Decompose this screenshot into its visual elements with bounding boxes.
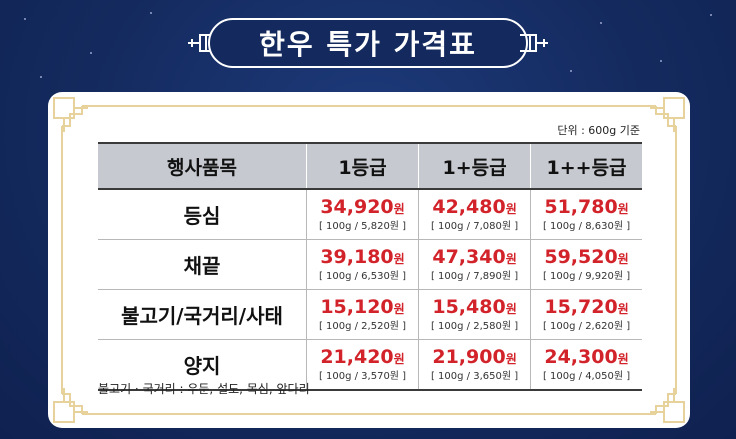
title-box: 한우 특가 가격표 — [208, 18, 528, 68]
lattice-ornament-icon — [520, 34, 548, 52]
price-per-100g: [ 100g / 4,050원 ] — [542, 370, 631, 382]
price-value: 24,300 — [544, 345, 618, 368]
page-title: 한우 특가 가격표 — [259, 28, 477, 61]
price-table: 행사품목 1등급 1+등급 1++등급 등심 34,920원[ 100g / 5… — [98, 142, 642, 391]
price-cell: 15,480원 [ 100g / 2,580원 ] — [418, 289, 531, 340]
table-header-row: 행사품목 1등급 1+등급 1++등급 — [98, 142, 642, 190]
star-decoration — [90, 52, 92, 54]
footnote: 불고기 · 국거리 : 우둔, 설도, 목심, 앞다리 — [98, 382, 310, 396]
won-unit: 원 — [505, 251, 517, 266]
price-value: 15,480 — [432, 295, 506, 318]
column-header: 행사품목 — [98, 142, 307, 190]
price-per-100g: [ 100g / 9,920원 ] — [542, 270, 631, 282]
price-card: 단위 : 600g 기준 행사품목 1등급 1+등급 1++등급 등심 34,9… — [48, 92, 690, 428]
item-name: 등심 — [98, 189, 307, 240]
won-unit: 원 — [505, 351, 517, 366]
price-per-100g: [ 100g / 6,530원 ] — [318, 270, 407, 282]
price-cell: 59,520원 [ 100g / 9,920원 ] — [530, 239, 642, 290]
price-value: 59,520 — [544, 245, 618, 268]
table-row: 등심 34,920원[ 100g / 5,820원 ] 42,480원[ 100… — [98, 189, 642, 240]
price-per-100g: [ 100g / 7,890원 ] — [430, 270, 519, 282]
price-per-100g: [ 100g / 5,820원 ] — [318, 220, 407, 232]
price-cell: 39,180원 [ 100g / 6,530원 ] — [305, 239, 419, 290]
column-header: 1++등급 — [530, 142, 642, 190]
won-unit: 원 — [393, 201, 405, 216]
won-unit: 원 — [617, 201, 629, 216]
item-name: 채끝 — [98, 239, 307, 290]
price-value: 21,900 — [432, 345, 506, 368]
price-value: 15,120 — [320, 295, 394, 318]
price-value: 47,340 — [432, 245, 506, 268]
price-cell: 21,420원 [ 100g / 3,570원 ] — [305, 339, 419, 391]
table-row: 불고기/국거리/사태 15,120원[ 100g / 2,520원 ] 15,4… — [98, 289, 642, 340]
unit-note: 단위 : 600g 기준 — [557, 124, 640, 137]
item-name: 양지 — [98, 339, 307, 391]
won-unit: 원 — [393, 301, 405, 316]
price-cell: 34,920원 [ 100g / 5,820원 ] — [305, 189, 419, 240]
price-per-100g: [ 100g / 3,650원 ] — [430, 370, 519, 382]
won-unit: 원 — [617, 251, 629, 266]
won-unit: 원 — [617, 351, 629, 366]
won-unit: 원 — [393, 251, 405, 266]
column-header: 1등급 — [305, 142, 419, 190]
price-value: 51,780 — [544, 195, 618, 218]
price-value: 42,480 — [432, 195, 506, 218]
price-cell: 51,780원 [ 100g / 8,630원 ] — [530, 189, 642, 240]
won-unit: 원 — [617, 301, 629, 316]
won-unit: 원 — [505, 301, 517, 316]
price-cell: 21,900원 [ 100g / 3,650원 ] — [418, 339, 531, 391]
price-per-100g: [ 100g / 3,570원 ] — [318, 370, 407, 382]
item-name: 불고기/국거리/사태 — [98, 289, 307, 340]
won-unit: 원 — [393, 351, 405, 366]
star-decoration — [660, 60, 662, 62]
price-cell: 15,120원 [ 100g / 2,520원 ] — [305, 289, 419, 340]
star-decoration — [40, 76, 42, 78]
price-per-100g: [ 100g / 8,630원 ] — [542, 220, 631, 232]
price-per-100g: [ 100g / 2,580원 ] — [430, 320, 519, 332]
title-banner: 한우 특가 가격표 — [186, 14, 550, 72]
star-decoration — [710, 14, 712, 16]
star-decoration — [24, 18, 26, 20]
star-decoration — [600, 22, 602, 24]
star-decoration — [150, 12, 152, 14]
price-cell: 47,340원 [ 100g / 7,890원 ] — [418, 239, 531, 290]
price-cell: 15,720원 [ 100g / 2,620원 ] — [530, 289, 642, 340]
table-row: 채끝 39,180원[ 100g / 6,530원 ] 47,340원[ 100… — [98, 239, 642, 290]
price-per-100g: [ 100g / 7,080원 ] — [430, 220, 519, 232]
price-cell: 24,300원 [ 100g / 4,050원 ] — [530, 339, 642, 391]
table-row: 양지 21,420원[ 100g / 3,570원 ] 21,900원[ 100… — [98, 339, 642, 391]
price-per-100g: [ 100g / 2,620원 ] — [542, 320, 631, 332]
price-value: 15,720 — [544, 295, 618, 318]
won-unit: 원 — [505, 201, 517, 216]
star-decoration — [570, 70, 572, 72]
gold-frame-ornament — [53, 97, 685, 423]
price-per-100g: [ 100g / 2,520원 ] — [318, 320, 407, 332]
price-value: 21,420 — [320, 345, 394, 368]
price-value: 39,180 — [320, 245, 394, 268]
price-value: 34,920 — [320, 195, 394, 218]
price-cell: 42,480원 [ 100g / 7,080원 ] — [418, 189, 531, 240]
column-header: 1+등급 — [418, 142, 531, 190]
